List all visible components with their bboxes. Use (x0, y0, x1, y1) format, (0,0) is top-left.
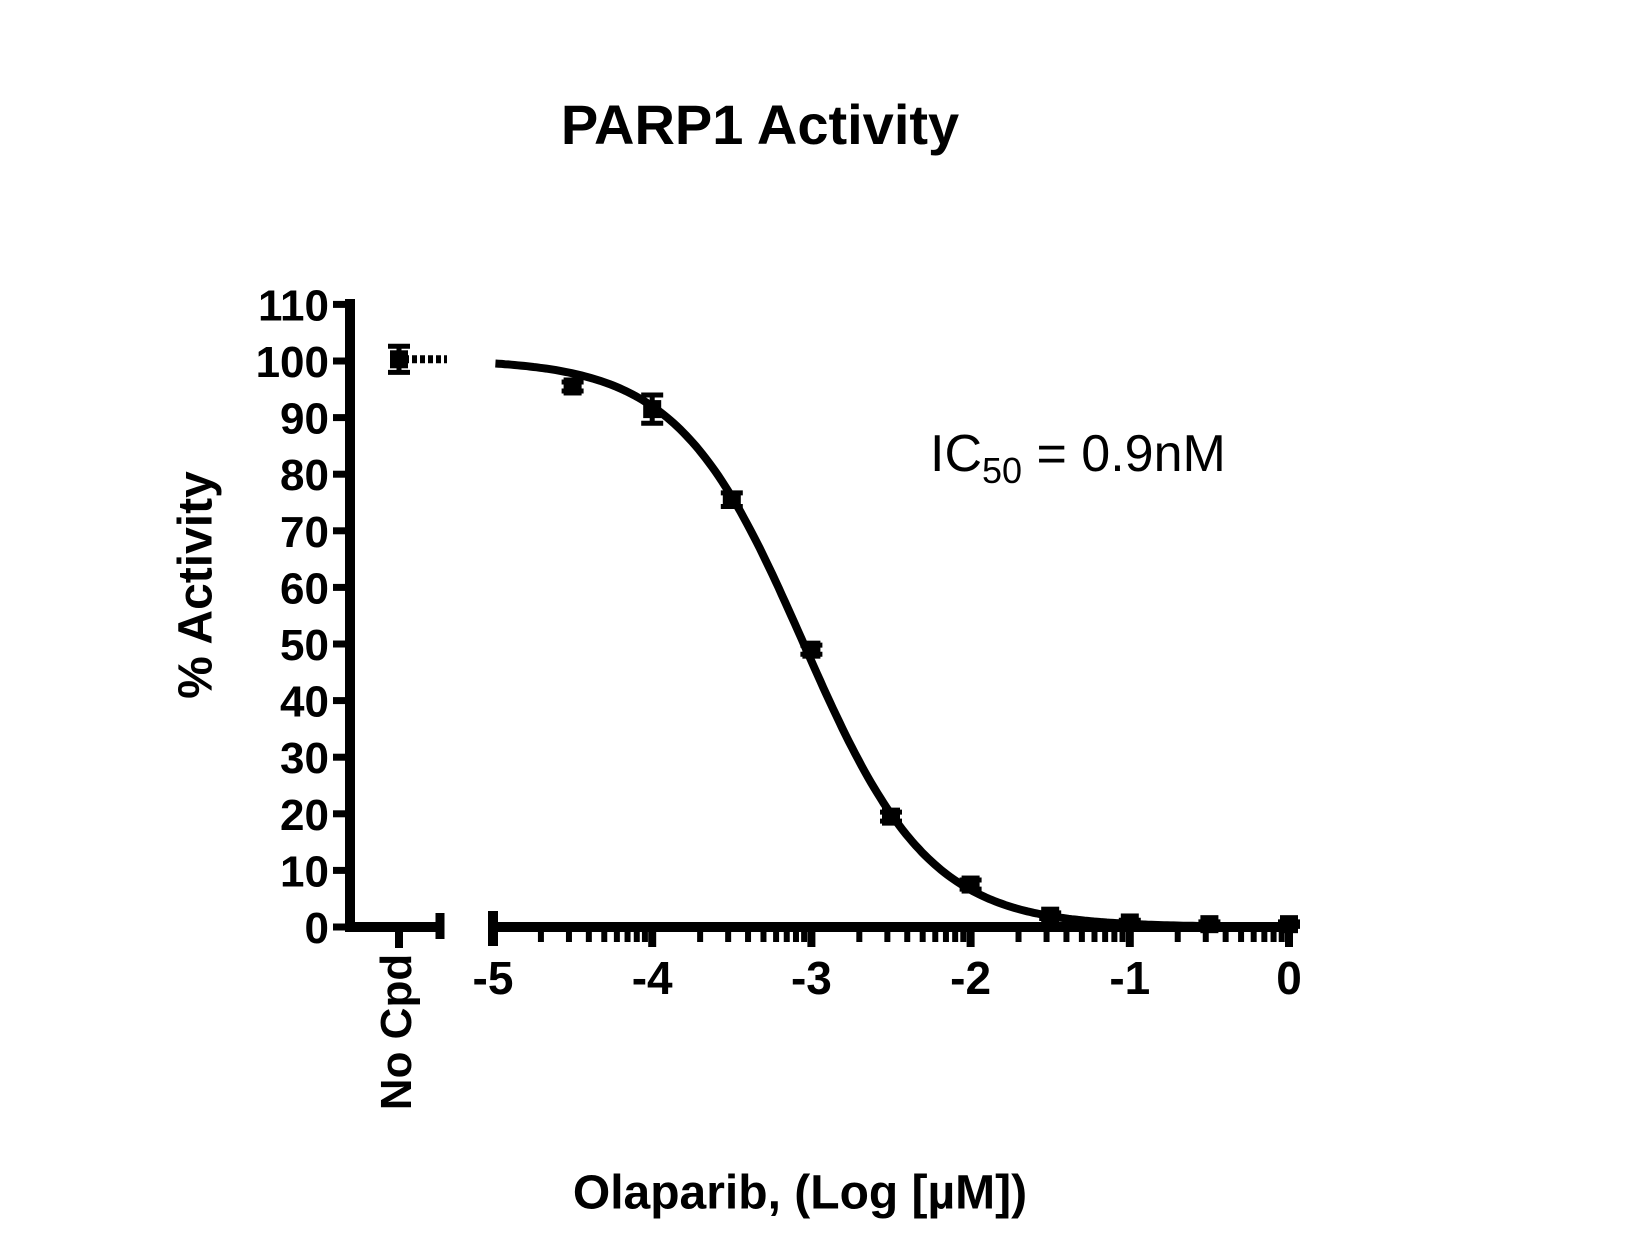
ic50-annotation-subscript: 50 (982, 450, 1023, 491)
chart-title: PARP1 Activity (560, 93, 960, 156)
y-tick-label: 20 (280, 791, 329, 840)
y-tick-label: 60 (280, 564, 329, 613)
data-point-marker (1200, 915, 1219, 934)
y-tick-label: 30 (280, 734, 329, 783)
x-tick-label: 0 (1276, 952, 1302, 1004)
data-point-marker (563, 377, 582, 396)
data-point-marker (1280, 915, 1298, 934)
y-tick-label: 40 (280, 678, 329, 727)
data-point-marker (882, 807, 900, 826)
y-tick-label: 110 (258, 281, 329, 330)
x-tick-label: -1 (1109, 952, 1150, 1004)
no-cpd-point-marker (390, 350, 408, 369)
y-tick-label: 10 (280, 847, 329, 896)
x-tick-label: -4 (632, 952, 673, 1004)
x-tick-label: -2 (950, 952, 991, 1004)
y-tick-label: 70 (280, 508, 329, 557)
data-point-marker (1041, 906, 1060, 925)
ic50-annotation: IC50 = 0.9nM (930, 424, 1226, 492)
y-tick-label: 80 (280, 451, 329, 500)
y-tick-label: 50 (280, 621, 329, 670)
y-tick-label: 90 (280, 395, 329, 444)
fit-curve (495, 359, 1289, 931)
x-tick-label: -5 (473, 952, 514, 1004)
x-axis-title: Olaparib, (Log [µM]) (572, 1166, 1028, 1220)
data-point-marker (961, 875, 980, 894)
data-point-marker (802, 640, 821, 659)
data-point-marker (1120, 913, 1139, 932)
y-tick-label: 0 (305, 904, 329, 953)
data-point-marker (722, 490, 741, 509)
ic50-annotation-value: = 0.9nM (1022, 425, 1226, 483)
y-tick-label: 100 (256, 338, 329, 387)
x-tick-label: -3 (791, 952, 832, 1004)
data-point-marker (643, 400, 662, 419)
ic50-annotation-prefix: IC (930, 425, 982, 483)
